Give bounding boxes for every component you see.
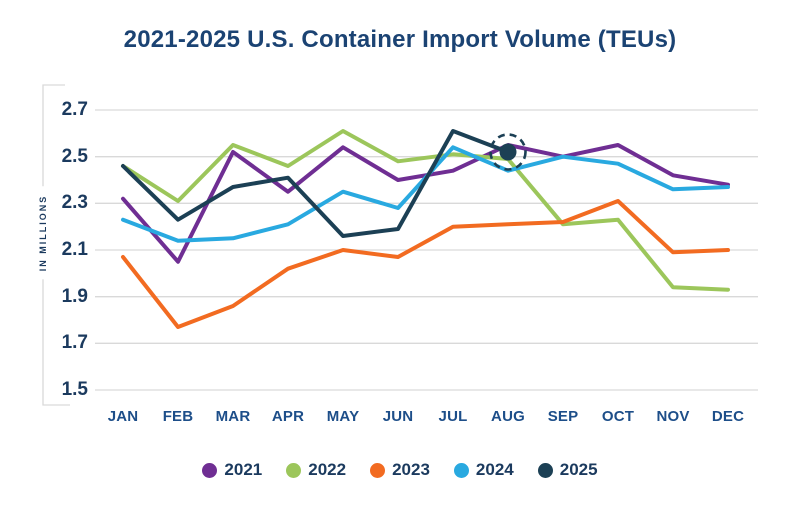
x-tick-label-jun: JUN [382,408,414,425]
legend-item-2025: 2025 [537,460,598,480]
legend-dot-icon [453,462,469,478]
y-tick-label: 2.1 [61,239,88,260]
y-tick-label: 2.7 [61,99,88,120]
legend-label: 2022 [308,460,347,479]
x-tick-label-jan: JAN [107,408,139,425]
legend-item-2022: 2022 [286,460,346,480]
x-tick-label-may: MAY [326,408,360,425]
legend-item-2024: 2024 [453,460,514,480]
series-line-2023 [121,199,730,329]
legend-dot-icon [370,462,386,478]
y-tick-label: 1.9 [61,285,88,307]
series-line-2025 [121,129,510,238]
x-tick-label-mar: MAR [215,408,251,425]
legend-item-2023: 2023 [370,460,430,480]
x-tick-label-apr: APR [271,408,305,425]
y-tick-label: 1.7 [61,332,88,354]
highlight-dashed-circle [489,133,527,171]
legend-item-2021: 2021 [202,460,262,480]
y-tick-label: 2.3 [61,192,88,214]
x-tick-label-sep: SEP [547,408,579,425]
legend-dot-icon [286,462,302,478]
legend-label: 2025 [559,460,598,479]
legend-label: 2021 [224,460,263,479]
y-tick-label: 2.5 [61,145,88,167]
highlight-dot [499,143,517,161]
legend-dot-icon [202,462,218,478]
x-tick-label-nov: NOV [656,408,690,425]
legend-dot-icon [537,462,553,478]
legend-label: 2024 [475,460,514,479]
legend-label: 2023 [392,460,430,479]
series-line-2022 [121,129,730,292]
legend: 2021 2022 2023 2024 2025 [0,460,800,480]
y-tick-label: 1.5 [61,379,88,400]
x-tick-label-dec: DEC [711,408,745,425]
chart-title: 2021-2025 U.S. Container Import Volume (… [123,26,677,53]
x-tick-label-oct: OCT [601,408,635,425]
x-tick-label-feb: FEB [162,408,194,425]
x-tick-label-jul: JUL [438,408,468,425]
x-tick-label-aug: AUG [491,408,525,425]
